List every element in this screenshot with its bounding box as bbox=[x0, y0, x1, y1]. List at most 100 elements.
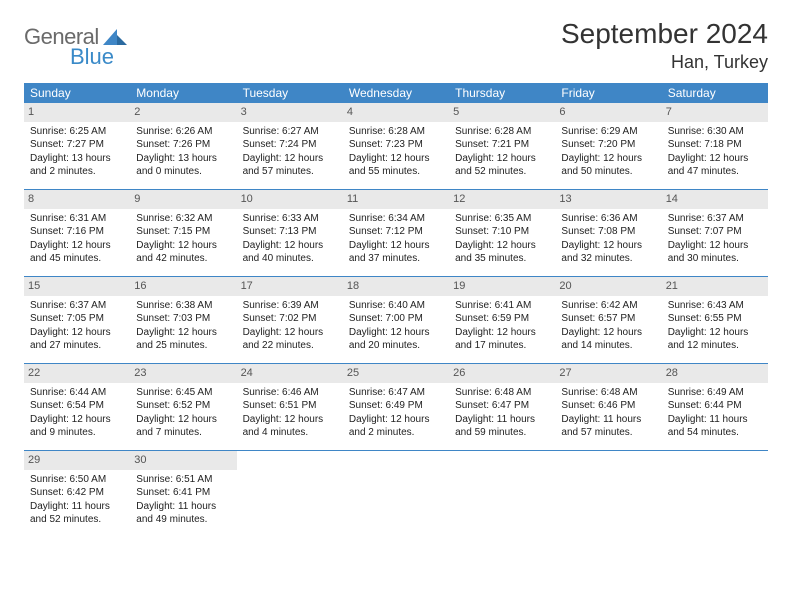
page-title: September 2024 bbox=[561, 18, 768, 50]
calendar-day: 15Sunrise: 6:37 AMSunset: 7:05 PMDayligh… bbox=[24, 277, 130, 363]
daylight-text: Daylight: 12 hours and 12 minutes. bbox=[668, 326, 762, 353]
calendar-day: 18Sunrise: 6:40 AMSunset: 7:00 PMDayligh… bbox=[343, 277, 449, 363]
calendar-day: 1Sunrise: 6:25 AMSunset: 7:27 PMDaylight… bbox=[24, 103, 130, 189]
sunrise-text: Sunrise: 6:45 AM bbox=[136, 386, 230, 400]
day-number: 29 bbox=[24, 451, 130, 470]
page: General Blue September 2024 Han, Turkey … bbox=[0, 0, 792, 555]
day-number: 17 bbox=[237, 277, 343, 296]
calendar-day: 4Sunrise: 6:28 AMSunset: 7:23 PMDaylight… bbox=[343, 103, 449, 189]
sunrise-text: Sunrise: 6:30 AM bbox=[668, 125, 762, 139]
day-number: 24 bbox=[237, 364, 343, 383]
sunset-text: Sunset: 7:16 PM bbox=[30, 225, 124, 239]
daylight-text: Daylight: 11 hours and 59 minutes. bbox=[455, 413, 549, 440]
sunrise-text: Sunrise: 6:26 AM bbox=[136, 125, 230, 139]
sunset-text: Sunset: 7:15 PM bbox=[136, 225, 230, 239]
day-number: 18 bbox=[343, 277, 449, 296]
sunset-text: Sunset: 7:05 PM bbox=[30, 312, 124, 326]
day-number: 12 bbox=[449, 190, 555, 209]
sunset-text: Sunset: 6:52 PM bbox=[136, 399, 230, 413]
calendar-day bbox=[662, 451, 768, 537]
sunrise-text: Sunrise: 6:47 AM bbox=[349, 386, 443, 400]
day-number: 10 bbox=[237, 190, 343, 209]
sunset-text: Sunset: 7:21 PM bbox=[455, 138, 549, 152]
daylight-text: Daylight: 12 hours and 35 minutes. bbox=[455, 239, 549, 266]
day-number: 8 bbox=[24, 190, 130, 209]
calendar-week: 8 Sunrise: 6:31 AMSunset: 7:16 PM Daylight… bbox=[24, 190, 768, 277]
calendar-day: 12Sunrise: 6:35 AMSunset: 7:10 PMDayligh… bbox=[449, 190, 555, 276]
daylight-text: Daylight: 12 hours and 55 minutes. bbox=[349, 152, 443, 179]
sunrise-text: Sunrise: 6:44 AM bbox=[30, 386, 124, 400]
sunrise-text: Sunrise: 6:48 AM bbox=[561, 386, 655, 400]
calendar-day: 11Sunrise: 6:34 AMSunset: 7:12 PMDayligh… bbox=[343, 190, 449, 276]
sunrise-text: Sunrise: 6:38 AM bbox=[136, 299, 230, 313]
sunrise-text: Sunrise: 6:28 AM bbox=[349, 125, 443, 139]
sunrise-text: Sunrise: 6:34 AM bbox=[349, 212, 443, 226]
day-number: 27 bbox=[555, 364, 661, 383]
calendar-day: 21Sunrise: 6:43 AMSunset: 6:55 PMDayligh… bbox=[662, 277, 768, 363]
calendar-day: 8Sunrise: 6:31 AMSunset: 7:16 PMDaylight… bbox=[24, 190, 130, 276]
sunrise-text: Sunrise: 6:35 AM bbox=[455, 212, 549, 226]
daylight-text: Daylight: 11 hours and 54 minutes. bbox=[668, 413, 762, 440]
calendar: Sunday Monday Tuesday Wednesday Thursday… bbox=[24, 83, 768, 537]
weekday-header: Wednesday bbox=[343, 83, 449, 103]
sunrise-text: Sunrise: 6:41 AM bbox=[455, 299, 549, 313]
calendar-day: 6Sunrise: 6:29 AMSunset: 7:20 PMDaylight… bbox=[555, 103, 661, 189]
daylight-text: Daylight: 12 hours and 32 minutes. bbox=[561, 239, 655, 266]
daylight-text: Daylight: 12 hours and 9 minutes. bbox=[30, 413, 124, 440]
sunrise-text: Sunrise: 6:39 AM bbox=[243, 299, 337, 313]
calendar-day bbox=[237, 451, 343, 537]
daylight-text: Daylight: 12 hours and 47 minutes. bbox=[668, 152, 762, 179]
day-number: 23 bbox=[130, 364, 236, 383]
sunset-text: Sunset: 7:00 PM bbox=[349, 312, 443, 326]
sunrise-text: Sunrise: 6:32 AM bbox=[136, 212, 230, 226]
daylight-text: Daylight: 12 hours and 57 minutes. bbox=[243, 152, 337, 179]
calendar-day: 29Sunrise: 6:50 AMSunset: 6:42 PMDayligh… bbox=[24, 451, 130, 537]
calendar-day: 20Sunrise: 6:42 AMSunset: 6:57 PMDayligh… bbox=[555, 277, 661, 363]
calendar-day: 2Sunrise: 6:26 AMSunset: 7:26 PMDaylight… bbox=[130, 103, 236, 189]
calendar-day bbox=[449, 451, 555, 537]
calendar-day: 25Sunrise: 6:47 AMSunset: 6:49 PMDayligh… bbox=[343, 364, 449, 450]
sunrise-text: Sunrise: 6:37 AM bbox=[30, 299, 124, 313]
day-number: 5 bbox=[449, 103, 555, 122]
day-number: 25 bbox=[343, 364, 449, 383]
day-number: 3 bbox=[237, 103, 343, 122]
sunrise-text: Sunrise: 6:31 AM bbox=[30, 212, 124, 226]
day-number: 16 bbox=[130, 277, 236, 296]
day-number: 4 bbox=[343, 103, 449, 122]
weekday-header: Tuesday bbox=[237, 83, 343, 103]
day-number: 30 bbox=[130, 451, 236, 470]
calendar-day: 23Sunrise: 6:45 AMSunset: 6:52 PMDayligh… bbox=[130, 364, 236, 450]
day-number: 13 bbox=[555, 190, 661, 209]
logo-text-blue: Blue bbox=[70, 44, 114, 70]
sunset-text: Sunset: 7:08 PM bbox=[561, 225, 655, 239]
sunrise-text: Sunrise: 6:27 AM bbox=[243, 125, 337, 139]
daylight-text: Daylight: 12 hours and 22 minutes. bbox=[243, 326, 337, 353]
calendar-day: 3 Sunrise: 6:27 AMSunset: 7:24 PMDaylight… bbox=[237, 103, 343, 189]
weekday-header: Friday bbox=[555, 83, 661, 103]
calendar-day: 10Sunrise: 6:33 AMSunset: 7:13 PMDayligh… bbox=[237, 190, 343, 276]
sunset-text: Sunset: 7:24 PM bbox=[243, 138, 337, 152]
calendar-day: 9Sunrise: 6:32 AMSunset: 7:15 PMDaylight… bbox=[130, 190, 236, 276]
calendar-day: 22Sunrise: 6:44 AMSunset: 6:54 PMDayligh… bbox=[24, 364, 130, 450]
sunset-text: Sunset: 7:12 PM bbox=[349, 225, 443, 239]
weekday-header: Sunday bbox=[24, 83, 130, 103]
day-number: 7 bbox=[662, 103, 768, 122]
header: General Blue September 2024 Han, Turkey bbox=[24, 18, 768, 73]
sunset-text: Sunset: 7:26 PM bbox=[136, 138, 230, 152]
weekday-header: Saturday bbox=[662, 83, 768, 103]
sunset-text: Sunset: 6:55 PM bbox=[668, 312, 762, 326]
logo: General Blue bbox=[24, 18, 129, 70]
daylight-text: Daylight: 12 hours and 52 minutes. bbox=[455, 152, 549, 179]
daylight-text: Daylight: 12 hours and 30 minutes. bbox=[668, 239, 762, 266]
sunset-text: Sunset: 6:57 PM bbox=[561, 312, 655, 326]
day-number: 20 bbox=[555, 277, 661, 296]
calendar-day: 27Sunrise: 6:48 AMSunset: 6:46 PMDayligh… bbox=[555, 364, 661, 450]
daylight-text: Daylight: 12 hours and 20 minutes. bbox=[349, 326, 443, 353]
day-number: 14 bbox=[662, 190, 768, 209]
calendar-week: 1Sunrise: 6:25 AMSunset: 7:27 PMDaylight… bbox=[24, 103, 768, 190]
sunrise-text: Sunrise: 6:51 AM bbox=[136, 473, 230, 487]
sunrise-text: Sunrise: 6:49 AM bbox=[668, 386, 762, 400]
day-number: 1 bbox=[24, 103, 130, 122]
daylight-text: Daylight: 12 hours and 50 minutes. bbox=[561, 152, 655, 179]
daylight-text: Daylight: 12 hours and 14 minutes. bbox=[561, 326, 655, 353]
